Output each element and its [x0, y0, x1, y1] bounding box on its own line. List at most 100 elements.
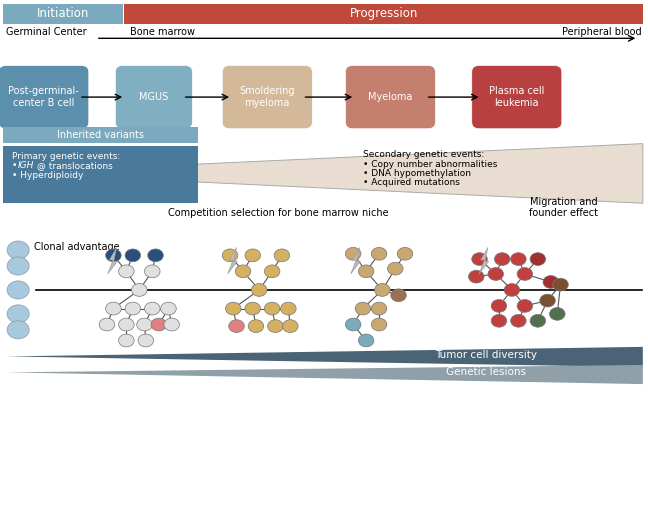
Circle shape: [540, 294, 555, 307]
Circle shape: [148, 249, 163, 262]
Circle shape: [235, 265, 251, 278]
Circle shape: [264, 302, 280, 315]
Circle shape: [226, 302, 241, 315]
Circle shape: [281, 302, 296, 315]
FancyBboxPatch shape: [222, 65, 312, 129]
Text: Competition selection for bone marrow niche: Competition selection for bone marrow ni…: [168, 208, 389, 218]
Text: • DNA hypomethylation: • DNA hypomethylation: [363, 169, 471, 178]
Circle shape: [371, 302, 387, 315]
Circle shape: [222, 249, 238, 262]
Text: Myeloma: Myeloma: [368, 92, 413, 102]
Circle shape: [245, 302, 260, 315]
Circle shape: [7, 321, 29, 339]
Circle shape: [345, 318, 361, 331]
Circle shape: [517, 300, 533, 312]
Text: MGUS: MGUS: [139, 92, 168, 102]
FancyBboxPatch shape: [3, 127, 198, 143]
Polygon shape: [227, 247, 237, 274]
Polygon shape: [351, 247, 360, 274]
Circle shape: [106, 302, 121, 315]
Circle shape: [543, 276, 559, 288]
Circle shape: [371, 247, 387, 260]
Circle shape: [472, 253, 487, 265]
Circle shape: [99, 318, 115, 331]
Circle shape: [274, 249, 290, 262]
Circle shape: [504, 284, 520, 296]
Text: Peripheral blood: Peripheral blood: [562, 27, 642, 37]
FancyBboxPatch shape: [345, 65, 435, 129]
Circle shape: [345, 247, 361, 260]
Text: • Acquired mutations: • Acquired mutations: [363, 178, 459, 187]
FancyBboxPatch shape: [124, 4, 643, 24]
Text: Progression: Progression: [349, 7, 418, 20]
Circle shape: [375, 284, 390, 296]
Circle shape: [245, 249, 260, 262]
Text: Initiation: Initiation: [38, 7, 89, 20]
Text: Smoldering
myeloma: Smoldering myeloma: [240, 86, 295, 108]
Circle shape: [7, 241, 29, 259]
Circle shape: [397, 247, 413, 260]
Text: Germinal Center: Germinal Center: [6, 27, 87, 37]
Circle shape: [391, 289, 406, 302]
Circle shape: [358, 334, 374, 347]
Circle shape: [264, 265, 280, 278]
Circle shape: [488, 268, 503, 280]
Text: •: •: [12, 161, 20, 170]
Text: • Copy number abnormalities: • Copy number abnormalities: [363, 160, 497, 169]
Circle shape: [530, 314, 546, 327]
Circle shape: [106, 249, 121, 262]
Circle shape: [517, 268, 533, 280]
Circle shape: [119, 265, 134, 278]
FancyBboxPatch shape: [115, 65, 192, 129]
Text: IGH: IGH: [18, 161, 34, 170]
Circle shape: [229, 320, 244, 332]
Text: Primary genetic events:: Primary genetic events:: [12, 152, 120, 161]
Circle shape: [145, 302, 160, 315]
Circle shape: [469, 270, 484, 283]
Polygon shape: [479, 247, 489, 274]
Circle shape: [511, 253, 526, 265]
Text: Post-germinal-
center B cell: Post-germinal- center B cell: [8, 86, 79, 108]
Text: Plasma cell
leukemia: Plasma cell leukemia: [489, 86, 544, 108]
Circle shape: [371, 318, 387, 331]
Circle shape: [268, 320, 283, 332]
Circle shape: [388, 262, 403, 275]
FancyBboxPatch shape: [3, 146, 198, 203]
Circle shape: [494, 253, 510, 265]
Circle shape: [137, 318, 152, 331]
Text: @ translocations: @ translocations: [34, 161, 113, 170]
FancyBboxPatch shape: [0, 65, 89, 129]
Circle shape: [491, 300, 507, 312]
Circle shape: [125, 249, 141, 262]
Circle shape: [511, 314, 526, 327]
Circle shape: [553, 278, 568, 291]
Circle shape: [132, 284, 147, 296]
Polygon shape: [6, 365, 643, 384]
Polygon shape: [6, 144, 643, 203]
Circle shape: [283, 320, 298, 332]
Circle shape: [119, 334, 134, 347]
Circle shape: [355, 302, 371, 315]
Circle shape: [164, 318, 179, 331]
Polygon shape: [6, 347, 643, 367]
Circle shape: [119, 318, 134, 331]
Text: • Hyperdiploidy: • Hyperdiploidy: [12, 171, 83, 180]
Circle shape: [358, 265, 374, 278]
Circle shape: [530, 253, 546, 265]
Polygon shape: [108, 247, 117, 274]
Circle shape: [7, 257, 29, 275]
Text: Clonal advantage: Clonal advantage: [34, 243, 119, 252]
Circle shape: [125, 302, 141, 315]
FancyBboxPatch shape: [3, 4, 123, 24]
Circle shape: [7, 281, 29, 299]
FancyBboxPatch shape: [472, 65, 562, 129]
Text: Tumor cell diversity: Tumor cell diversity: [435, 350, 537, 360]
Circle shape: [491, 314, 507, 327]
Text: Inherited variants: Inherited variants: [57, 130, 144, 139]
Text: Bone marrow: Bone marrow: [130, 27, 194, 37]
Circle shape: [151, 318, 167, 331]
Circle shape: [550, 307, 565, 320]
Circle shape: [248, 320, 264, 332]
Circle shape: [145, 265, 160, 278]
Text: Genetic lesions: Genetic lesions: [446, 368, 526, 377]
